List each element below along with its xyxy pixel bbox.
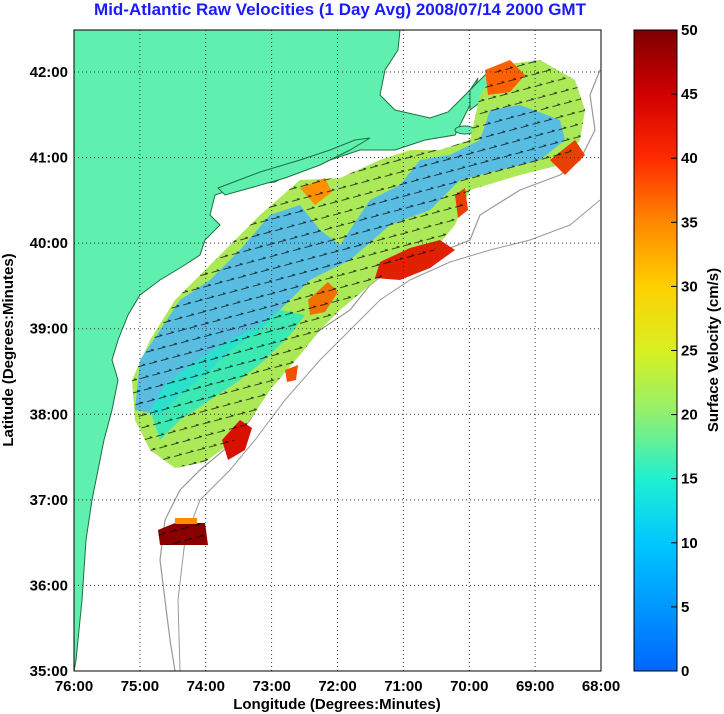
velocity-vectors-south bbox=[158, 523, 208, 545]
latitude-tick-label: 39:00 bbox=[30, 321, 68, 338]
colorbar-tick-label: 0 bbox=[681, 663, 689, 680]
colorbar-tick-label: 10 bbox=[681, 535, 698, 552]
longitude-tick-label: 76:00 bbox=[55, 678, 93, 695]
colorbar-tick-label: 15 bbox=[681, 471, 698, 488]
colorbar-tick-label: 50 bbox=[681, 22, 698, 39]
x-axis-label: Longitude (Degrees:Minutes) bbox=[233, 696, 441, 713]
longitude-tick-label: 72:00 bbox=[318, 678, 356, 695]
latitude-tick-label: 37:00 bbox=[30, 492, 68, 509]
latitude-tick-label: 38:00 bbox=[30, 406, 68, 423]
velocity-fast-core-2 bbox=[222, 420, 252, 460]
long-island bbox=[217, 137, 371, 196]
map-grid bbox=[74, 30, 601, 671]
velocity-patch-south-edge bbox=[175, 518, 197, 524]
colorbar bbox=[633, 29, 678, 672]
y-axis-label: Latitude (Degrees:Minutes) bbox=[0, 253, 17, 446]
longitude-tick-label: 74:00 bbox=[187, 678, 225, 695]
latitude-tick-label: 42:00 bbox=[30, 64, 68, 81]
longitude-tick-label: 70:00 bbox=[450, 678, 488, 695]
latitude-tick-label: 36:00 bbox=[30, 577, 68, 594]
latitude-tick-label: 40:00 bbox=[30, 235, 68, 252]
longitude-tick-label: 73:00 bbox=[252, 678, 290, 695]
colorbar-tick-label: 30 bbox=[681, 278, 698, 295]
colorbar-label: Surface Velocity (cm/s) bbox=[705, 268, 722, 432]
plot-frame bbox=[73, 29, 602, 672]
longitude-tick-label: 69:00 bbox=[516, 678, 554, 695]
velocity-vectors bbox=[132, 60, 585, 468]
velocity-fast-core-8 bbox=[285, 365, 298, 382]
map-title: Mid-Atlantic Raw Velocities (1 Day Avg) … bbox=[94, 0, 586, 19]
latitude-ticks: 42:00 41:00 40:00 39:00 38:00 37:00 36:00 35:00 bbox=[30, 64, 68, 680]
colorbar-tick-label: 20 bbox=[681, 407, 698, 424]
longitude-ticks: 76:00 75:00 74:00 73:00 72:00 71:00 70:00 69:00… bbox=[55, 678, 620, 695]
colorbar-tick-label: 25 bbox=[681, 343, 698, 360]
colorbar-tick-label: 40 bbox=[681, 150, 698, 167]
land-mass bbox=[74, 30, 479, 671]
longitude-tick-label: 68:00 bbox=[582, 678, 620, 695]
colorbar-tick-label: 45 bbox=[681, 86, 698, 103]
latitude-tick-label: 35:00 bbox=[30, 663, 68, 680]
colorbar-tick-label: 5 bbox=[681, 599, 689, 616]
longitude-tick-label: 71:00 bbox=[384, 678, 422, 695]
colorbar-tick-label: 35 bbox=[681, 214, 698, 231]
velocity-fast-core-7 bbox=[550, 140, 585, 175]
longitude-tick-label: 75:00 bbox=[121, 678, 159, 695]
latitude-tick-label: 41:00 bbox=[30, 150, 68, 167]
